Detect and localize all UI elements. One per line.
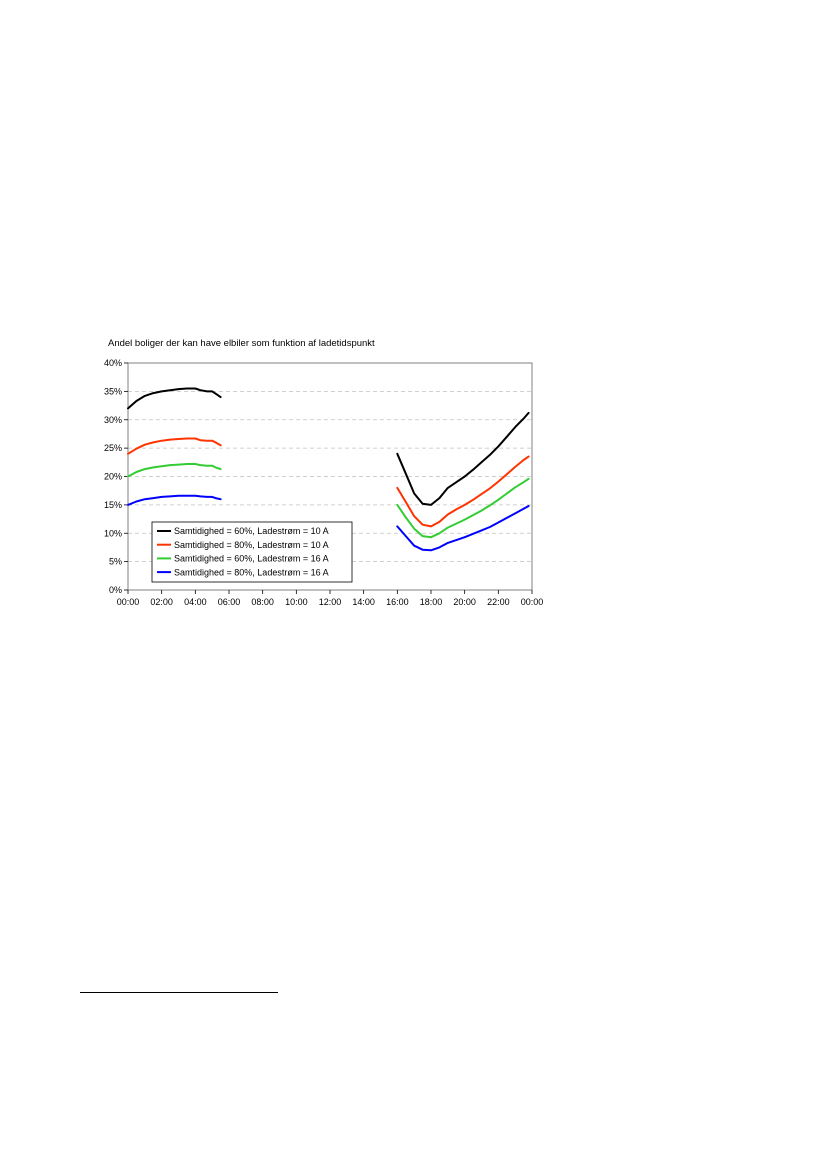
- x-tick-label: 06:00: [218, 597, 241, 607]
- legend: Samtidighed = 60%, Ladestrøm = 10 A Samti…: [151, 521, 353, 583]
- x-tick-label: 08:00: [251, 597, 274, 607]
- x-tick-label: 14:00: [352, 597, 375, 607]
- x-tick-label: 02:00: [150, 597, 173, 607]
- y-tick-label: 40%: [104, 358, 122, 368]
- series-line-1-segment-1: [127, 387, 222, 410]
- legend-label: Samtidighed = 60%, Ladestrøm = 10 A: [174, 526, 329, 536]
- series-line-3-segment-2: [396, 477, 530, 539]
- x-tick-label: 22:00: [487, 597, 510, 607]
- chart-title: Andel boliger der kan have elbiler som f…: [108, 338, 375, 349]
- x-tick-label: 12:00: [319, 597, 342, 607]
- x-tick-label: 10:00: [285, 597, 308, 607]
- y-tick-label: 20%: [104, 472, 122, 482]
- series-line-4-segment-1: [127, 494, 222, 506]
- x-tick-label: 18:00: [420, 597, 443, 607]
- series-line-1-segment-2: [396, 411, 530, 506]
- y-tick-label: 0%: [109, 585, 122, 595]
- legend-label: Samtidighed = 60%, Ladestrøm = 16 A: [174, 554, 329, 564]
- x-tick-label: 16:00: [386, 597, 409, 607]
- legend-label: Samtidighed = 80%, Ladestrøm = 16 A: [174, 567, 329, 577]
- series-line-4-segment-2: [396, 505, 530, 552]
- x-tick-label: 04:00: [184, 597, 207, 607]
- y-tick-label: 15%: [104, 500, 122, 510]
- legend-label: Samtidighed = 80%, Ladestrøm = 10 A: [174, 540, 329, 550]
- series-line-2-segment-2: [396, 455, 530, 528]
- series-line-2-segment-1: [127, 437, 222, 455]
- axes: 0% 5% 10% 15% 20% 25% 30% 35% 40% 00:00 02:00 04:00…: [104, 358, 543, 607]
- x-tick-label: 00:00: [117, 597, 140, 607]
- footnote-separator: [80, 992, 278, 993]
- y-tick-label: 10%: [104, 528, 122, 538]
- y-tick-label: 25%: [104, 443, 122, 453]
- x-tick-label: 00:00: [521, 597, 544, 607]
- series-line-3-segment-1: [127, 463, 222, 478]
- y-tick-label: 5%: [109, 557, 122, 567]
- y-tick-label: 30%: [104, 415, 122, 425]
- x-tick-label: 20:00: [453, 597, 476, 607]
- legend-box: [151, 521, 353, 583]
- y-tick-label: 35%: [104, 386, 122, 396]
- series-lines: [127, 387, 530, 552]
